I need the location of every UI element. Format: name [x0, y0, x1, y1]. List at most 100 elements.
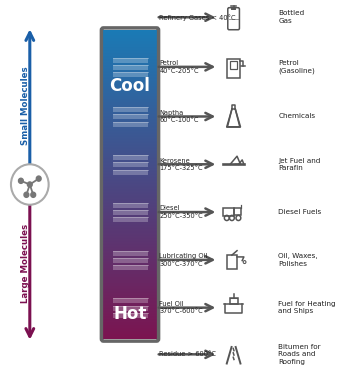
Bar	[104, 67, 156, 68]
Bar	[104, 259, 156, 261]
Bar	[104, 58, 156, 59]
Bar	[104, 220, 156, 221]
Bar	[113, 306, 147, 311]
Bar	[104, 225, 156, 227]
Bar	[104, 89, 156, 90]
Bar	[104, 159, 156, 161]
Bar	[104, 55, 156, 57]
Bar	[104, 170, 156, 171]
Circle shape	[36, 176, 41, 181]
Bar	[104, 33, 156, 34]
Bar	[104, 82, 156, 84]
Bar	[104, 131, 156, 132]
Bar	[104, 326, 156, 328]
Bar	[104, 59, 156, 60]
Bar	[104, 125, 156, 127]
Bar	[104, 132, 156, 133]
Bar	[104, 315, 156, 316]
Bar	[104, 244, 156, 245]
Bar	[104, 318, 156, 319]
Bar	[104, 85, 156, 87]
Bar	[104, 292, 156, 294]
Bar	[104, 307, 156, 308]
Bar	[104, 268, 156, 269]
Bar	[104, 74, 156, 75]
Bar	[104, 108, 156, 109]
Bar	[104, 288, 156, 290]
Bar	[104, 289, 156, 290]
Bar	[104, 155, 156, 157]
Bar	[104, 246, 156, 247]
Bar	[104, 63, 156, 64]
Bar	[234, 208, 241, 215]
Text: Bitumen for
Roads and
Roofing: Bitumen for Roads and Roofing	[278, 344, 321, 365]
Bar	[104, 187, 156, 189]
Bar	[104, 173, 156, 174]
Bar	[104, 128, 156, 129]
Bar	[104, 247, 156, 248]
Bar	[113, 155, 147, 160]
Bar	[104, 30, 156, 31]
Bar	[104, 51, 156, 53]
Bar	[104, 296, 156, 298]
Bar	[104, 77, 156, 79]
Bar	[104, 76, 156, 77]
Bar	[104, 192, 156, 193]
Bar	[104, 306, 156, 307]
Bar	[104, 231, 156, 233]
Bar	[104, 100, 156, 101]
Text: Lubricating Oil
300°C-370°C: Lubricating Oil 300°C-370°C	[159, 253, 208, 267]
Bar	[104, 217, 156, 218]
Bar	[104, 189, 156, 191]
Bar	[104, 181, 156, 182]
Bar	[104, 203, 156, 204]
Bar	[104, 147, 156, 148]
Bar	[104, 152, 156, 154]
Bar	[104, 142, 156, 143]
Bar	[104, 106, 156, 107]
Bar	[104, 227, 156, 229]
Bar	[113, 210, 147, 215]
Bar	[104, 243, 156, 244]
Bar	[104, 176, 156, 177]
Bar	[104, 190, 156, 192]
Bar	[104, 237, 156, 238]
Bar	[104, 69, 156, 70]
Text: Small Molecules: Small Molecules	[21, 66, 30, 145]
Bar	[104, 294, 156, 296]
Bar	[113, 162, 147, 167]
Bar	[104, 300, 156, 302]
Bar	[104, 249, 156, 251]
Bar	[113, 170, 147, 175]
Bar	[104, 319, 156, 320]
Bar	[104, 303, 156, 304]
Bar	[104, 257, 156, 259]
Bar	[104, 90, 156, 92]
Bar	[230, 61, 237, 69]
Bar	[104, 199, 156, 200]
Text: Chemicals: Chemicals	[278, 114, 315, 120]
Bar	[104, 133, 156, 134]
Bar	[104, 255, 156, 256]
Bar	[104, 135, 156, 136]
Bar	[104, 62, 156, 63]
Bar	[104, 54, 156, 55]
Bar	[104, 86, 156, 88]
Bar	[104, 169, 156, 170]
Bar	[104, 115, 156, 117]
Bar	[104, 94, 156, 95]
Bar	[104, 42, 156, 44]
Bar	[104, 277, 156, 278]
Bar	[104, 310, 156, 311]
Bar	[104, 196, 156, 198]
Bar	[104, 308, 156, 309]
Bar	[104, 327, 156, 329]
Bar	[113, 72, 147, 77]
Bar	[104, 254, 156, 255]
Circle shape	[27, 182, 32, 187]
Bar	[104, 45, 156, 46]
Bar	[104, 153, 156, 155]
Bar	[223, 208, 234, 216]
Bar	[227, 255, 237, 269]
Text: Residue > 600°C: Residue > 600°C	[159, 351, 216, 357]
